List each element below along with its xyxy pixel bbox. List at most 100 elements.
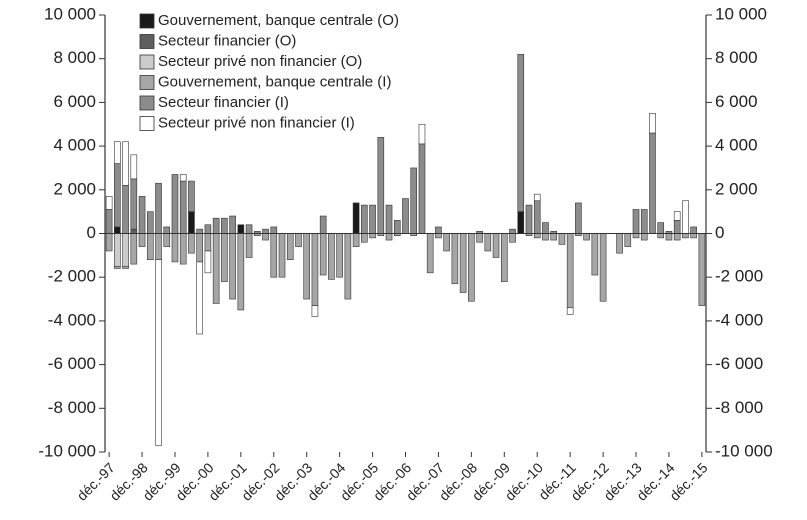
bar-segment: [114, 226, 121, 234]
bar-segment: [657, 233, 665, 239]
bar-segment: [665, 233, 673, 241]
bar-segment: [682, 233, 689, 239]
y2-tick-label: -2 000: [715, 267, 763, 286]
bar-segment: [138, 196, 146, 234]
bar-segment: [179, 233, 187, 265]
bar-segment: [122, 233, 129, 267]
bar-segment: [196, 228, 203, 234]
y-tick-label: -2 000: [48, 267, 96, 286]
bar-segment: [130, 233, 138, 265]
bar-segment: [270, 233, 278, 278]
legend-swatch: [139, 34, 155, 49]
bar-segment: [500, 233, 508, 282]
bar-segment: [155, 259, 162, 446]
bar-segment: [566, 307, 574, 315]
bar-segment: [146, 211, 154, 234]
bar-segment: [105, 196, 113, 210]
bar-segment: [237, 233, 245, 311]
y-tick-label: 2 000: [53, 179, 96, 198]
bar-segment: [270, 226, 278, 234]
bar-segment: [204, 224, 212, 234]
bar-segment: [155, 182, 162, 234]
legend-label: Secteur financier (I): [158, 94, 289, 111]
y2-tick-label: -10 000: [715, 441, 773, 460]
bar-segment: [179, 174, 187, 182]
bar-segment: [591, 233, 599, 276]
bar-segment: [682, 200, 689, 234]
bar-segment: [171, 233, 179, 263]
bar-segment: [171, 174, 179, 234]
bar-segment: [130, 228, 138, 234]
bar-segment: [517, 54, 525, 212]
bar-segment: [599, 233, 607, 302]
bar-segment: [229, 233, 236, 300]
y2-tick-label: 8 000: [715, 48, 758, 67]
bar-segment: [212, 233, 220, 304]
bar-segment: [188, 180, 195, 212]
bar-segment: [385, 233, 393, 241]
y2-tick-label: 10 000: [715, 4, 767, 23]
bar-segment: [114, 163, 121, 228]
bar-segment: [550, 233, 557, 241]
bar-segment: [163, 226, 171, 234]
bar-segment: [690, 226, 697, 234]
bar-segment: [575, 202, 582, 234]
bar-segment: [286, 233, 294, 261]
bar-segment: [509, 228, 516, 234]
bar-segment: [484, 233, 492, 252]
bar-segment: [566, 233, 574, 309]
y-tick-label: -6 000: [48, 354, 96, 373]
bar-segment: [319, 233, 327, 276]
bar-segment: [155, 233, 162, 261]
bar-segment: [632, 209, 640, 234]
bar-segment: [476, 233, 483, 243]
bar-segment: [328, 233, 335, 280]
bar-segment: [418, 123, 426, 145]
y2-tick-label: 6 000: [715, 92, 758, 111]
bar-segment: [377, 137, 385, 234]
bar-segment: [114, 265, 121, 269]
bar-segment: [352, 233, 360, 247]
bar-segment: [319, 215, 327, 234]
bar-segment: [673, 220, 681, 234]
bar-segment: [616, 233, 623, 254]
legend-swatch: [139, 54, 155, 70]
bar-segment: [468, 233, 475, 302]
bar-segment: [311, 233, 319, 306]
legend-label: Secteur financier (O): [158, 32, 296, 49]
bar-segment: [443, 233, 450, 252]
bar-segment: [336, 233, 343, 278]
bar-segment: [179, 180, 187, 234]
bar-segment: [657, 222, 665, 234]
bar-segment: [114, 233, 121, 267]
bar-segment: [418, 143, 426, 234]
bar-segment: [533, 233, 541, 239]
bar-segment: [698, 233, 706, 306]
bar-segment: [122, 185, 129, 234]
bar-segment: [138, 233, 146, 247]
bar-segment: [311, 305, 319, 317]
bar-segment: [640, 233, 648, 241]
y-tick-label: -8 000: [48, 398, 96, 417]
bar-segment: [221, 233, 228, 282]
bar-segment: [262, 233, 269, 241]
bar-segment: [525, 204, 533, 234]
bar-segment: [624, 233, 632, 247]
bar-segment: [690, 233, 697, 239]
bar-segment: [435, 233, 442, 239]
bar-segment: [640, 209, 648, 234]
bar-segment: [369, 204, 376, 234]
y-tick-label: 8 000: [53, 48, 96, 67]
bar-segment: [237, 224, 245, 234]
legend-label: Secteur privé non financier (O): [158, 53, 362, 70]
bar-segment: [196, 261, 203, 335]
y-tick-label: 6 000: [53, 92, 96, 111]
legend-swatch: [139, 75, 155, 90]
legend-swatch: [139, 116, 155, 131]
bar-segment: [517, 211, 525, 234]
bar-segment: [204, 233, 212, 252]
bar-segment: [632, 233, 640, 239]
bar-segment: [344, 233, 352, 300]
bar-segment: [361, 233, 368, 243]
x-tick-label: déc.-15: [666, 459, 710, 503]
